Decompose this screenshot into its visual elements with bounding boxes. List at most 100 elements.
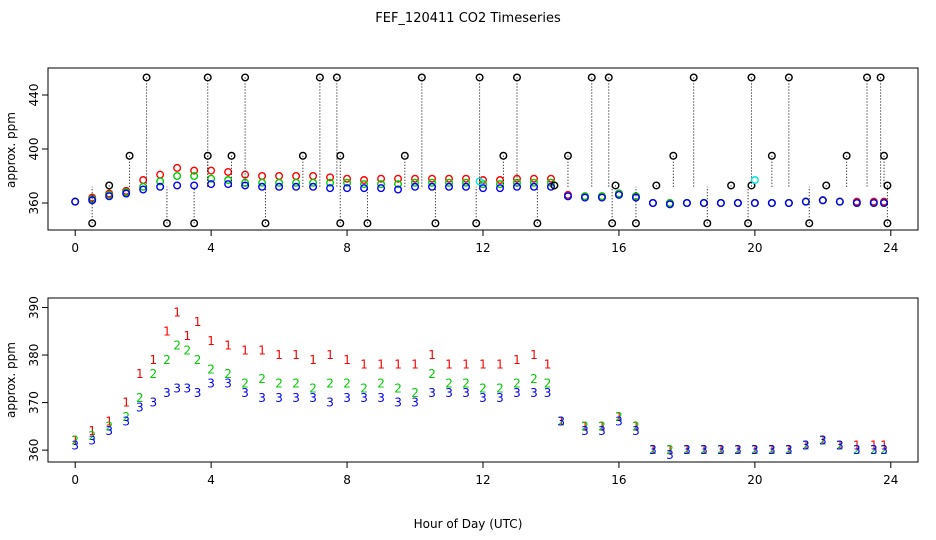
point-blue-bottom: 3 [479,391,487,405]
point-red-bottom: 1 [734,443,742,457]
point-green-bottom: 2 [581,419,589,433]
x-tick-label-bottom: 20 [747,473,762,487]
point-green-top [156,177,165,186]
point-blue-bottom: 3 [136,400,144,414]
point-blue-top [869,198,878,207]
point-blue-top [580,193,589,202]
point-cyan-top [475,177,484,186]
point-blue-top [801,197,810,206]
point-blue-top [122,189,131,198]
point-red-top [529,174,538,183]
point-green-top [428,178,437,187]
point-blue-top [445,182,454,191]
point-blue-bottom: 3 [105,424,113,438]
point-blue-bottom: 3 [292,391,300,405]
point-blue-top [699,198,708,207]
point-red-bottom: 1 [700,443,708,457]
point-blue-top [529,182,538,191]
point-blue-bottom: 3 [785,443,793,457]
point-green-bottom: 2 [853,443,861,457]
point-black-top [631,219,640,228]
point-green-bottom: 2 [544,377,552,391]
point-green-bottom: 2 [275,377,283,391]
y-tick-label-bottom: 370 [27,391,41,414]
point-blue-top [462,182,471,191]
point-blue-top [224,180,233,189]
y-tick-label-bottom: 390 [27,296,41,319]
point-black-top [261,219,270,228]
x-tick-label-bottom: 0 [71,473,79,487]
point-green-bottom: 2 [394,381,402,395]
x-tick-label-top: 8 [343,241,351,255]
point-red-top [190,166,199,175]
point-blue-bottom: 3 [615,415,623,429]
point-blue-bottom: 3 [428,386,436,400]
point-blue-bottom: 3 [150,396,158,410]
point-black-top [162,219,171,228]
point-red-bottom: 1 [598,419,606,433]
point-red-bottom: 1 [411,358,419,372]
x-tick-label-bottom: 4 [207,473,215,487]
point-blue-bottom: 3 [717,443,725,457]
point-black-top [88,219,97,228]
point-green-bottom: 2 [598,419,606,433]
point-blue-bottom: 3 [632,424,640,438]
point-green-bottom: 2 [173,339,181,353]
point-red-bottom: 1 [275,348,283,362]
point-red-bottom: 1 [71,434,79,448]
point-red-bottom: 1 [751,443,759,457]
point-red-bottom: 1 [258,343,266,357]
point-red-bottom: 1 [836,438,844,452]
point-red-bottom: 1 [819,434,827,448]
point-blue-top [495,184,504,193]
point-blue-top [648,198,657,207]
point-green-top [360,180,369,189]
point-blue-bottom: 3 [343,391,351,405]
point-green-top [495,180,504,189]
point-green-top [377,180,386,189]
panel-top-marks [71,73,892,228]
point-green-bottom: 2 [768,443,776,457]
point-blue-bottom: 3 [207,377,215,391]
point-black-top [703,219,712,228]
point-red-bottom: 1 [394,358,402,372]
point-black-top [587,73,596,82]
point-red-top [377,174,386,183]
point-blue-top [563,192,572,201]
point-red-top [428,174,437,183]
point-black-top [876,73,885,82]
point-black-top [499,151,508,160]
point-green-bottom: 2 [615,410,623,424]
point-blue-bottom: 3 [581,424,589,438]
point-blue-bottom: 3 [496,391,504,405]
point-blue-top [105,192,114,201]
point-green-bottom: 2 [150,367,158,381]
point-blue-top [750,198,759,207]
point-red-bottom: 1 [785,443,793,457]
point-blue-top [190,181,199,190]
point-green-top [445,178,454,187]
point-green-bottom: 2 [785,443,793,457]
point-red-bottom: 1 [241,343,249,357]
point-blue-bottom: 3 [768,443,776,457]
x-tick-label-bottom: 12 [475,473,490,487]
point-black-top [472,219,481,228]
point-blue-bottom: 3 [194,386,202,400]
point-red-bottom: 1 [717,443,725,457]
point-blue-top [818,196,827,205]
point-blue-bottom: 3 [513,386,521,400]
panel-top-ylabel: approx. ppm [4,112,18,188]
point-red-top [139,176,148,185]
point-blue-bottom: 3 [360,391,368,405]
point-blue-bottom: 3 [377,391,385,405]
point-black-top [805,219,814,228]
point-green-bottom: 2 [802,438,810,452]
point-blue-bottom: 3 [88,434,96,448]
point-green-top [275,178,284,187]
x-tick-label-top: 20 [747,241,762,255]
point-green-bottom: 2 [819,434,827,448]
point-black-top [431,219,440,228]
point-red-bottom: 1 [649,443,657,457]
